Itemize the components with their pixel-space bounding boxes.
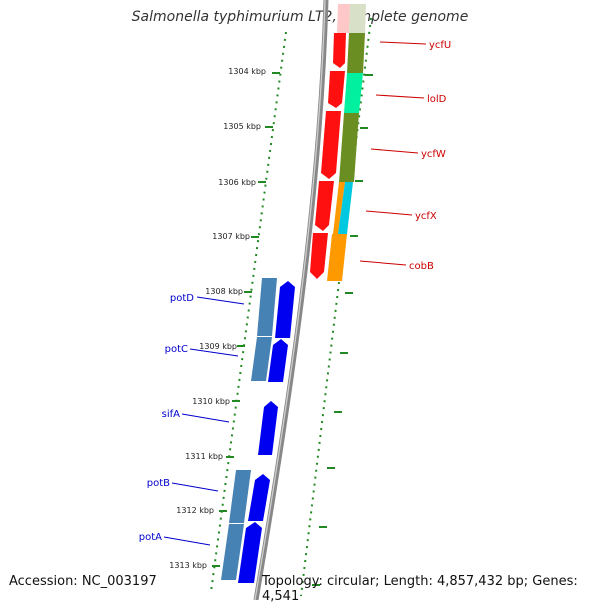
gene-label-potC: potC — [165, 344, 188, 355]
kbp-label: 1304 kbp — [228, 67, 266, 76]
kbp-label: 1307 kbp — [212, 232, 250, 241]
gene-label-cobB: cobB — [409, 261, 434, 272]
right-track-ticks — [312, 74, 373, 586]
gene-arrow-lolD — [328, 71, 345, 108]
kbp-labels: 1304 kbp 1305 kbp 1306 kbp 1307 kbp 1308… — [169, 67, 266, 570]
cog-block-cyan — [338, 182, 353, 234]
gene-arrow-potD — [275, 281, 295, 338]
gene-label-ycfU: ycfU — [429, 40, 451, 51]
left-label-lines — [163, 296, 245, 546]
gene-arrow-potC — [268, 339, 288, 382]
gene-arrow-ycfX — [315, 181, 334, 231]
kbp-label: 1309 kbp — [199, 342, 237, 351]
left-cog-track — [221, 278, 277, 580]
cog-block-olive — [347, 33, 365, 73]
right-strand-genes — [310, 33, 346, 279]
left-track-ticks — [212, 72, 280, 567]
cog-block-orange — [327, 234, 347, 281]
genome-backbone-highlight — [254, 0, 326, 600]
gene-arrow-potB — [248, 474, 270, 521]
left-strand-genes — [238, 281, 295, 583]
cog-block-pink — [337, 4, 350, 33]
gene-arrow-potA — [238, 522, 262, 583]
outer-left-dotted-track — [210, 31, 287, 593]
kbp-label: 1313 kbp — [169, 561, 207, 570]
gene-label-sifA: sifA — [162, 409, 181, 420]
kbp-label: 1310 kbp — [192, 397, 230, 406]
cog-block-steel — [251, 337, 272, 381]
cog-block-steel — [229, 470, 251, 523]
right-label-lines — [359, 41, 427, 266]
cog-block-mint — [344, 73, 363, 113]
gene-label-ycfX: ycfX — [415, 211, 437, 222]
kbp-label: 1312 kbp — [176, 506, 214, 515]
kbp-label: 1306 kbp — [218, 178, 256, 187]
cog-block-grey — [349, 4, 366, 33]
gene-arrow-ycfW — [321, 111, 341, 179]
kbp-label: 1305 kbp — [223, 122, 261, 131]
gene-label-lolD: lolD — [427, 94, 447, 105]
gene-label-potB: potB — [147, 478, 170, 489]
accession-text: Accession: NC_003197 — [9, 574, 157, 589]
kbp-label: 1308 kbp — [205, 287, 243, 296]
gene-arrow-sifA — [258, 401, 278, 455]
gene-label-potA: potA — [139, 532, 162, 543]
map-title: Salmonella typhimurium LT2, complete gen… — [131, 9, 469, 25]
right-cog-track — [327, 4, 366, 281]
gene-arrow-ycfU — [333, 33, 346, 68]
kbp-label: 1311 kbp — [185, 452, 223, 461]
gene-label-ycfW: ycfW — [421, 149, 446, 160]
cog-block-orange — [333, 182, 345, 234]
genome-backbone — [253, 0, 329, 600]
cog-block-steel — [221, 524, 244, 580]
cog-block-olive — [339, 113, 359, 182]
gene-label-potD: potD — [170, 293, 194, 304]
cog-block-steel — [257, 278, 277, 336]
gene-arrow-cobB — [310, 233, 328, 279]
